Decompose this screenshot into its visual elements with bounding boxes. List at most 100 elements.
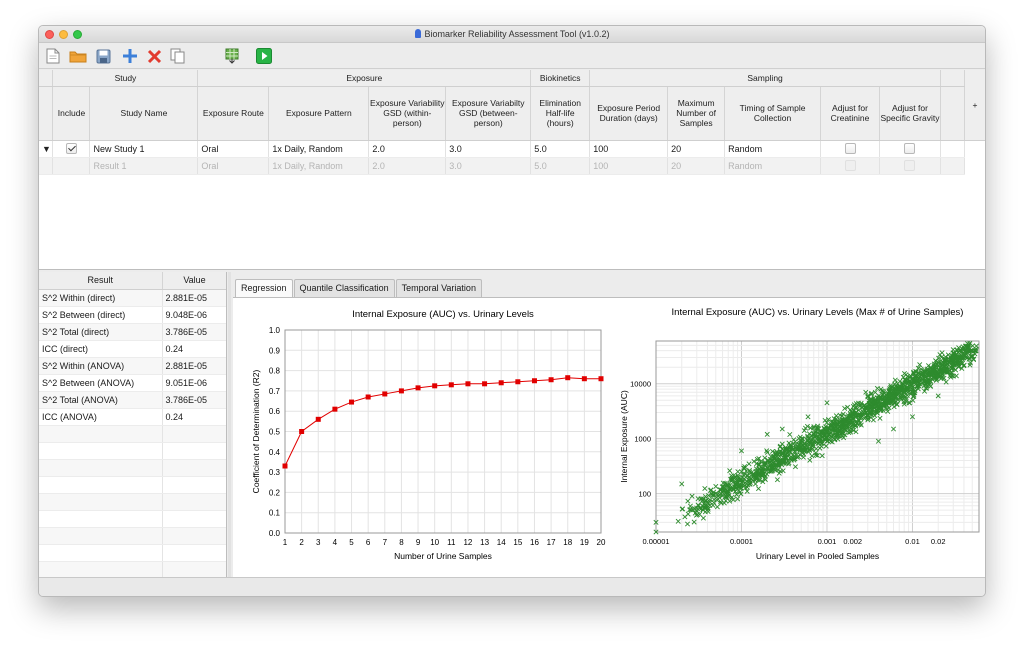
pattern-cell[interactable]: 1x Daily, Random <box>268 157 370 175</box>
gravity-checkbox[interactable] <box>904 143 916 155</box>
table-row[interactable]: S^2 Between (ANOVA) 9.051E-06 <box>39 374 226 392</box>
results-header-result[interactable]: Result <box>39 272 163 290</box>
scatter-point <box>946 358 952 364</box>
gravity-cell[interactable] <box>879 140 941 158</box>
close-window-button[interactable] <box>45 30 54 39</box>
result-label: ICC (ANOVA) <box>39 408 163 426</box>
scatter-point <box>892 377 898 383</box>
scatter-point <box>904 386 910 392</box>
col-header-gsd-within[interactable]: Exposure Variability GSD (within-person) <box>368 86 447 141</box>
pattern-cell[interactable]: 1x Daily, Random <box>268 140 370 158</box>
gsd-within-cell[interactable]: 2.0 <box>368 140 447 158</box>
route-cell[interactable]: Oral <box>197 157 270 175</box>
col-header-exposure-route[interactable]: Exposure Route <box>197 86 270 141</box>
split-pane-divider[interactable] <box>228 272 231 577</box>
col-header-half-life[interactable]: Elimination Half-life (hours) <box>530 86 591 141</box>
include-checkbox[interactable] <box>65 143 77 155</box>
col-header-duration[interactable]: Exposure Period Duration (days) <box>589 86 669 141</box>
max-samples-cell[interactable]: 20 <box>667 157 726 175</box>
scatter-point <box>903 398 909 404</box>
duration-cell[interactable]: 100 <box>589 157 669 175</box>
delete-button[interactable] <box>145 47 163 65</box>
scatter-point <box>772 452 779 458</box>
minimize-window-button[interactable] <box>59 30 68 39</box>
expand-row-icon[interactable]: ▼ <box>39 140 54 158</box>
app-icon <box>414 29 421 38</box>
scatter-point <box>824 420 830 426</box>
gsd-within-cell[interactable]: 2.0 <box>368 157 447 175</box>
scatter-point <box>916 379 922 385</box>
half-life-cell[interactable]: 5.0 <box>530 140 591 158</box>
open-folder-button[interactable] <box>69 47 87 65</box>
scatter-point <box>959 365 965 372</box>
col-header-max-samples[interactable]: Maximum Number of Samples <box>667 86 726 141</box>
max-samples-cell[interactable]: 20 <box>667 140 726 158</box>
zoom-window-button[interactable] <box>73 30 82 39</box>
scatter-point <box>734 491 740 498</box>
export-button[interactable] <box>223 47 241 65</box>
tab-quantile-classification[interactable]: Quantile Classification <box>293 279 395 297</box>
tab-temporal-variation[interactable]: Temporal Variation <box>395 279 482 297</box>
col-header-timing[interactable]: Timing of Sample Collection <box>724 86 822 141</box>
scatter-point <box>726 492 732 498</box>
data-point <box>415 385 421 391</box>
new-file-button[interactable] <box>44 47 62 65</box>
scatter-point <box>689 493 695 499</box>
creatinine-cell[interactable] <box>820 140 880 158</box>
table-row[interactable]: S^2 Within (ANOVA) 2.881E-05 <box>39 357 226 375</box>
col-header-exposure-pattern[interactable]: Exposure Pattern <box>268 86 370 141</box>
window-title: Biomarker Reliability Assessment Tool (v… <box>39 29 985 39</box>
col-header-include[interactable]: Include <box>52 86 91 141</box>
creatinine-checkbox[interactable] <box>844 143 856 155</box>
scatter-point <box>928 383 934 389</box>
add-button[interactable] <box>121 47 139 65</box>
col-header-specific-gravity[interactable]: Adjust for Specific Gravity <box>879 86 941 141</box>
save-button[interactable] <box>94 47 112 65</box>
export-grid-icon <box>225 48 238 64</box>
scatter-point <box>691 519 697 525</box>
scatter-point <box>853 423 859 429</box>
table-row[interactable]: ICC (direct) 0.24 <box>39 340 226 358</box>
study-name-cell[interactable]: New Study 1 <box>89 140 199 158</box>
scatter-point <box>924 373 930 379</box>
gsd-between-cell[interactable]: 3.0 <box>445 157 532 175</box>
col-header-gsd-between[interactable]: Exposure Variabilty GSD (between-person) <box>445 86 532 141</box>
scatter-point <box>809 453 815 459</box>
table-row[interactable]: S^2 Total (ANOVA) 3.786E-05 <box>39 391 226 409</box>
scatter-point <box>888 385 894 391</box>
results-panel: Result Value S^2 Within (direct) 2.881E-0… <box>39 272 227 577</box>
scatter-point <box>722 480 728 486</box>
x-tick-label: 20 <box>597 538 606 547</box>
gsd-between-cell[interactable]: 3.0 <box>445 140 532 158</box>
table-row[interactable]: Result 1 Oral 1x Daily, Random 2.0 3.0 5… <box>39 157 985 175</box>
table-row[interactable]: S^2 Total (direct) 3.786E-05 <box>39 323 226 341</box>
scatter-point <box>764 448 770 454</box>
y-tick-label: 0.0 <box>269 529 281 538</box>
table-row[interactable]: ▼ New Study 1 Oral 1x Daily, Random 2.0 … <box>39 140 985 158</box>
scatter-point <box>955 363 961 369</box>
include-cell[interactable] <box>52 140 91 158</box>
copy-button[interactable] <box>169 47 187 65</box>
add-column-button[interactable]: + <box>964 70 985 141</box>
duration-cell[interactable]: 100 <box>589 140 669 158</box>
route-cell[interactable]: Oral <box>197 140 270 158</box>
result-label: S^2 Within (direct) <box>39 289 163 307</box>
scatter-point <box>746 461 752 467</box>
half-life-cell[interactable]: 5.0 <box>530 157 591 175</box>
x-tick-label: 1 <box>283 538 288 547</box>
scatter-point <box>731 486 737 492</box>
timing-cell[interactable]: Random <box>724 140 822 158</box>
run-button[interactable] <box>255 47 273 65</box>
table-row[interactable]: ICC (ANOVA) 0.24 <box>39 408 226 426</box>
empty-row <box>39 425 226 443</box>
col-header-creatinine[interactable]: Adjust for Creatinine <box>820 86 880 141</box>
study-name-cell[interactable]: Result 1 <box>89 157 199 175</box>
tab-regression[interactable]: Regression <box>235 279 293 297</box>
scatter-point <box>815 423 821 429</box>
scatter-point <box>800 447 806 453</box>
col-header-study-name[interactable]: Study Name <box>89 86 199 141</box>
table-row[interactable]: S^2 Within (direct) 2.881E-05 <box>39 289 226 307</box>
table-row[interactable]: S^2 Between (direct) 9.048E-06 <box>39 306 226 324</box>
results-header-value[interactable]: Value <box>162 272 226 290</box>
timing-cell[interactable]: Random <box>724 157 822 175</box>
